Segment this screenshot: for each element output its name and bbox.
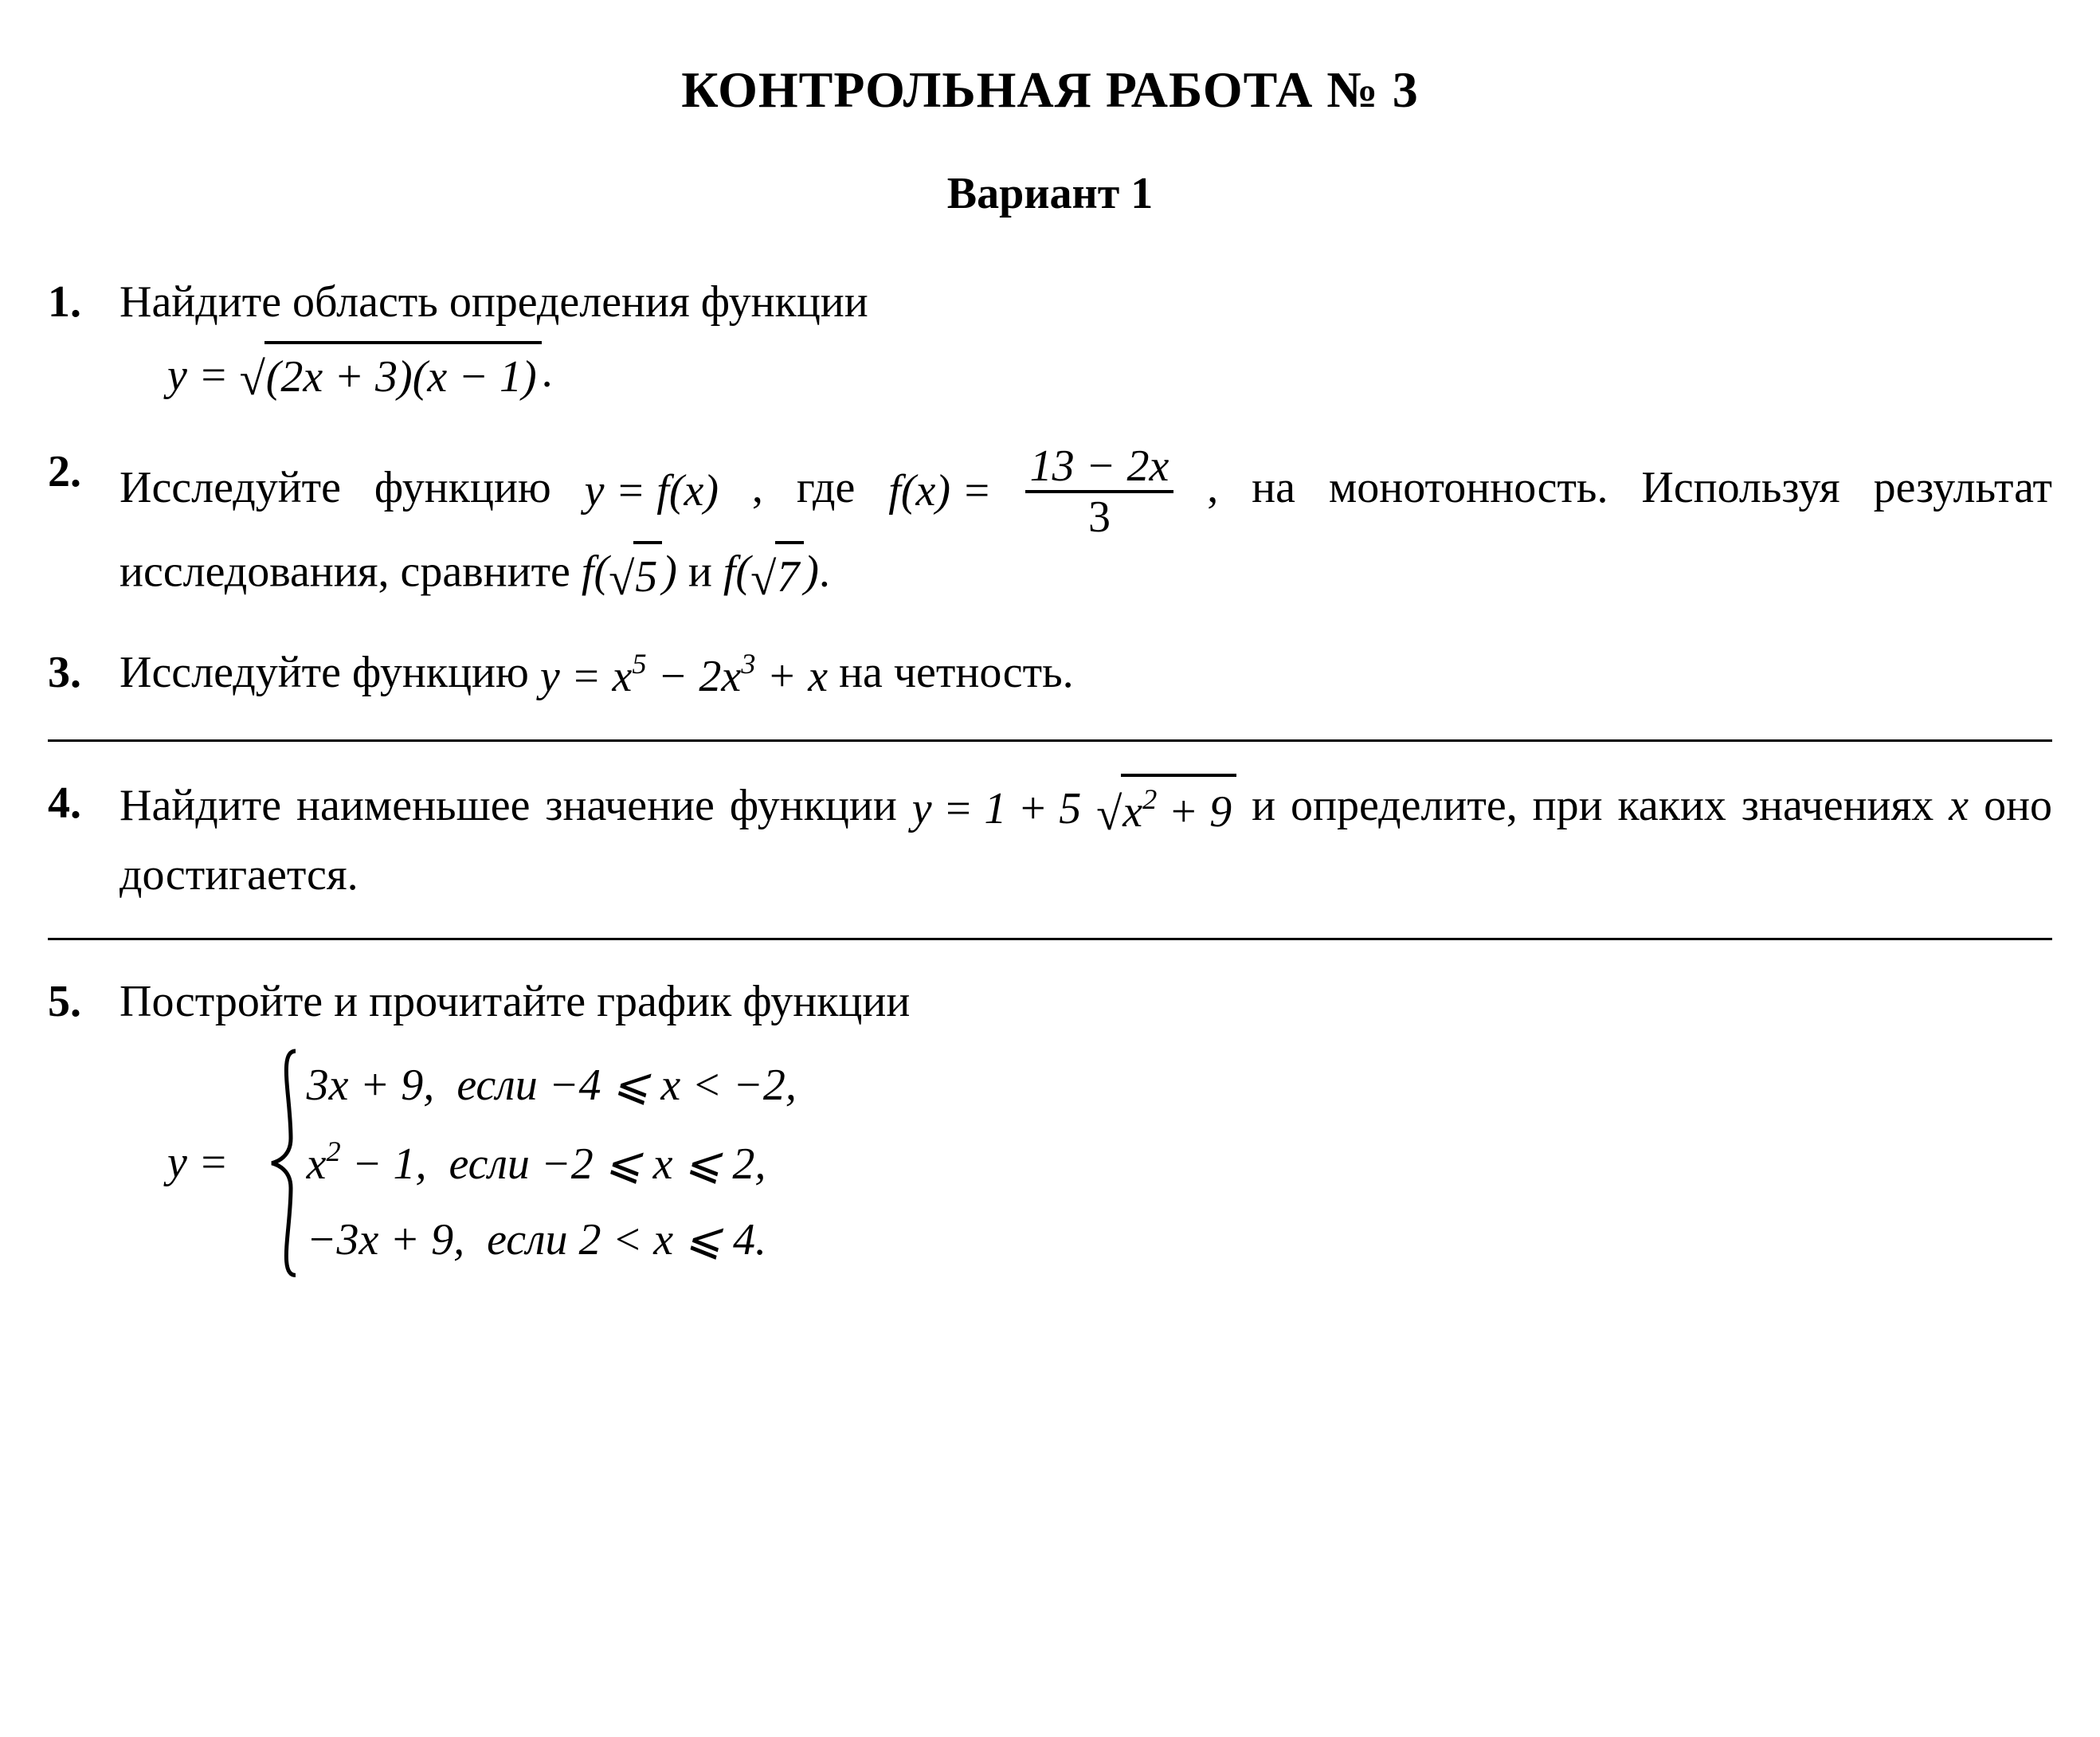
sup: 3 [741, 648, 755, 680]
sqrt-expr: √x2 + 9 [1096, 774, 1236, 845]
problem-text: Найдите область определения функции [119, 277, 868, 327]
post: ) [662, 547, 677, 597]
problem-number: 3. [48, 643, 112, 704]
pre: f( [582, 547, 609, 597]
case-cond: если −4 ⩽ x < −2, [445, 1061, 797, 1110]
problem-1: 1. Найдите область определения функции y… [48, 273, 2052, 410]
text-and: и [688, 547, 723, 597]
sup: 2 [1142, 783, 1157, 815]
rad-a: x [1122, 787, 1142, 837]
radicand: (2x + 3)(x − 1) [264, 341, 542, 408]
radical-icon: √ [1096, 782, 1122, 845]
sqrt: √5 [609, 541, 662, 610]
sqrt-expr: √(2x + 3)(x − 1) [240, 341, 542, 410]
problem-5-formula: y = 3x + 9, если −4 ⩽ x < −2, x2 − 1, ес… [119, 1048, 2052, 1279]
eq-a: y = x [540, 652, 633, 701]
problem-list: 1. Найдите область определения функции y… [48, 273, 2052, 708]
page-title: КОНТРОЛЬНАЯ РАБОТА № 3 [48, 56, 2052, 124]
text-part: , где [752, 463, 888, 512]
radicand: x2 + 9 [1121, 774, 1236, 842]
radical-icon: √ [609, 547, 634, 610]
divider [48, 739, 2052, 742]
text-part: . [819, 547, 830, 597]
rad-b: + 9 [1157, 787, 1232, 837]
case-1: 3x + 9, если −4 ⩽ x < −2, [300, 1048, 797, 1124]
piecewise: 3x + 9, если −4 ⩽ x < −2, x2 − 1, если −… [268, 1048, 797, 1279]
text-part: Исследуйте функцию [119, 648, 540, 697]
post: ) [804, 547, 819, 597]
text-part: Исследуйте функцию [119, 463, 585, 512]
problem-number: 4. [48, 774, 112, 834]
problem-3: 3. Исследуйте функцию y = x5 − 2x3 + x н… [48, 643, 2052, 708]
text-part: и определите, при каких значениях [1252, 781, 1949, 830]
eq-b: − 2x [647, 652, 742, 701]
case-cond: если 2 < x ⩽ 4. [476, 1215, 766, 1265]
problem-5: 5. Постройте и прочитайте график функции… [48, 972, 2052, 1279]
formula-lhs: y = [167, 346, 229, 406]
eq-b: − 1, [341, 1139, 427, 1189]
inline-eq: y = f(x) [585, 461, 719, 522]
fraction-numerator: 13 − 2x [1025, 442, 1174, 493]
f-of-sqrt5: f(√5) [582, 541, 677, 610]
problem-list-3: 5. Постройте и прочитайте график функции… [48, 972, 2052, 1279]
fraction: 13 − 2x 3 [1025, 442, 1174, 541]
piecewise-lhs: y = [167, 1133, 233, 1194]
inline-eq-lhs: f(x) = [888, 461, 992, 522]
pre: f( [723, 547, 750, 597]
eq-c: + x [755, 652, 828, 701]
radical-icon: √ [240, 347, 265, 410]
problem-list-2: 4. Найдите наименьшее значение функции y… [48, 774, 2052, 906]
divider [48, 938, 2052, 940]
f-of-sqrt7: f(√7) [723, 541, 819, 610]
radicand: 5 [633, 541, 662, 608]
problem-4: 4. Найдите наименьшее значение функции y… [48, 774, 2052, 906]
case-3: −3x + 9, если 2 < x ⩽ 4. [300, 1202, 797, 1279]
inline-eq: y = x5 − 2x3 + x [540, 645, 828, 707]
problem-number: 2. [48, 442, 112, 503]
piecewise-cases: 3x + 9, если −4 ⩽ x < −2, x2 − 1, если −… [300, 1048, 797, 1279]
fraction-denominator: 3 [1025, 493, 1174, 541]
case-expr: 3x + 9, [307, 1061, 435, 1110]
page-subtitle: Вариант 1 [48, 164, 2052, 225]
radicand: 7 [775, 541, 804, 608]
case-cond: если −2 ⩽ x ⩽ 2, [438, 1139, 766, 1189]
problem-1-formula: y = √(2x + 3)(x − 1) . [119, 341, 2052, 410]
text-part: Найдите наименьшее значение функции [119, 781, 912, 830]
formula-suffix: . [542, 347, 553, 396]
problem-number: 5. [48, 972, 112, 1033]
sup: 2 [327, 1135, 341, 1167]
brace-icon [268, 1048, 300, 1279]
problem-number: 1. [48, 273, 112, 333]
sqrt: √7 [750, 541, 804, 610]
case-expr: x2 − 1, [307, 1139, 427, 1189]
text-part: Постройте и прочитайте график функции [119, 977, 910, 1026]
problem-2: 2. Исследуйте функцию y = f(x) , где f(x… [48, 442, 2052, 610]
sup: 5 [632, 648, 646, 680]
inline-eq-lhs: y = 1 + 5 [912, 779, 1081, 840]
eq-a: x [307, 1139, 327, 1189]
var-x: x [1949, 781, 1969, 830]
case-2: x2 − 1, если −2 ⩽ x ⩽ 2, [300, 1124, 797, 1202]
case-expr: −3x + 9, [307, 1215, 464, 1265]
radical-icon: √ [750, 547, 776, 610]
text-part: на четность. [839, 648, 1074, 697]
